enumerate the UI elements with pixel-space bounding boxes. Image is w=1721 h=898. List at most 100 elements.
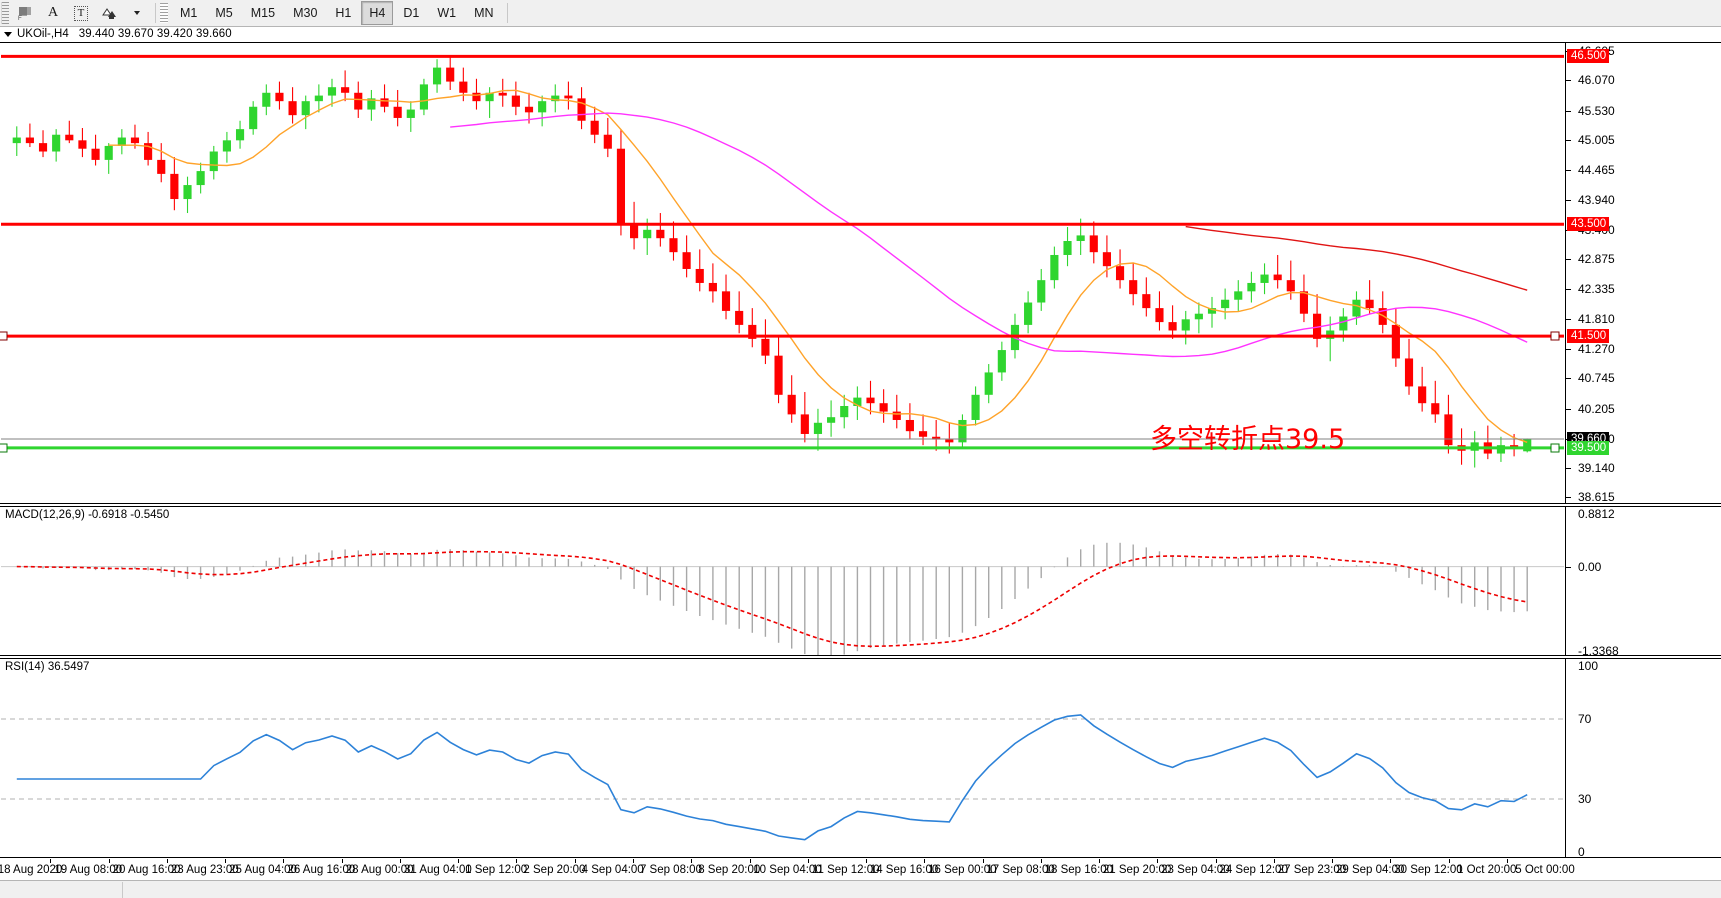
price-tag-red[interactable]: 46.500 [1567, 49, 1610, 64]
price-axis-label: 43.940 [1578, 192, 1615, 207]
level-handle-right[interactable] [1550, 443, 1560, 453]
level-anchor-41-500[interactable] [0, 331, 8, 341]
rsi-pane[interactable]: RSI(14) 36.5497 100 70 30 0 [0, 658, 1721, 859]
price-axis-tick [1566, 468, 1571, 470]
macd-plot-area[interactable] [1, 507, 1564, 655]
time-axis-label: 23 Aug 23:00 [170, 864, 239, 876]
price-plot-area[interactable] [1, 43, 1564, 503]
level-handle-right[interactable] [1550, 331, 1560, 341]
time-axis-label: 25 Aug 04:00 [229, 864, 297, 876]
price-axis-label: 46.070 [1578, 73, 1615, 88]
time-axis-tick [516, 859, 518, 863]
price-axis-tick [1566, 170, 1571, 172]
timeframe-button-d1[interactable]: D1 [403, 6, 420, 20]
rsi-axis-label: 70 [1578, 712, 1592, 726]
macd-axis-tick [1566, 566, 1571, 568]
time-axis-tick [632, 859, 634, 863]
status-bar [0, 880, 1721, 898]
time-axis-label: 28 Aug 00:00 [345, 864, 414, 876]
time-axis-label: 27 Sep 23:00 [1277, 864, 1347, 876]
time-axis-tick [924, 859, 926, 863]
rsi-axis-label: 100 [1578, 659, 1599, 673]
timeframe-button-w1[interactable]: W1 [437, 6, 457, 20]
time-axis-label: 31 Aug 04:00 [403, 864, 472, 876]
time-axis-tick [50, 859, 52, 863]
timeframe-button-mn[interactable]: MN [474, 6, 494, 20]
time-axis-label: 19 Aug 08:00 [54, 864, 123, 876]
time-axis-tick [807, 859, 809, 863]
price-axis-label: 42.335 [1578, 282, 1615, 297]
time-axis-tick [458, 859, 460, 863]
time-axis-label: 16 Sep 00:00 [928, 864, 997, 876]
price-axis-tick [1566, 289, 1571, 291]
time-axis-label: 18 Sep 16:00 [1044, 864, 1114, 876]
price-tag-green[interactable]: 39.500 [1567, 440, 1610, 455]
chevron-down-glyph [134, 11, 140, 15]
price-axis-label: 44.465 [1578, 163, 1615, 178]
price-axis-label: 41.270 [1578, 341, 1615, 356]
rsi-plot-area[interactable] [1, 659, 1564, 857]
timeframe-button-m5[interactable]: M5 [215, 6, 233, 20]
price-axis-tick [1566, 199, 1571, 201]
time-axis-tick [1448, 859, 1450, 863]
time-axis-label: 23 Sep 04:00 [1161, 864, 1230, 876]
timeframe-button-m15[interactable]: M15 [250, 6, 276, 20]
toolbar-grip[interactable] [1, 2, 9, 24]
time-axis-tick [166, 859, 168, 863]
timeframe-button-m1[interactable]: M1 [180, 6, 198, 20]
chart-toolbar: F A T M1 M5 M15 M30 H1 H4 D1 W1 MN [0, 0, 1721, 27]
letter-t-glyph: T [73, 5, 89, 21]
time-axis-label: 4 Sep 04:00 [581, 864, 644, 876]
price-axis-label: 45.530 [1578, 103, 1615, 118]
timeframe-toolbar-grip[interactable] [160, 3, 168, 23]
shapes-dropdown-icon[interactable] [124, 1, 150, 25]
macd-axis[interactable]: 0.8812 0.00 -1.3368 [1565, 507, 1721, 658]
price-axis-tick [1566, 497, 1571, 499]
symbol-info-bar: UKOil-,H4 39.440 39.670 39.420 39.660 [0, 27, 1721, 41]
timeframe-group: M1 M5 M15 M30 H1 H4 D1 W1 MN [171, 1, 503, 25]
price-axis-label: 39.140 [1578, 461, 1615, 476]
timeframe-button-h4[interactable]: H4 [361, 1, 394, 25]
price-tag-red[interactable]: 41.500 [1567, 329, 1610, 344]
price-pane[interactable]: 46.60546.07045.53045.00544.46543.94043.4… [0, 42, 1721, 504]
crosshair-icon[interactable]: F [12, 1, 38, 25]
time-axis-tick [866, 859, 868, 863]
time-axis[interactable]: 18 Aug 2020 19 Aug 08:00 20 Aug 16:00 23 Au… [0, 859, 1721, 879]
time-axis-tick [399, 859, 401, 863]
shapes-icon[interactable] [96, 1, 122, 25]
time-axis-tick [341, 859, 343, 863]
level-anchor-39-500[interactable] [0, 443, 8, 453]
time-axis-tick [691, 859, 693, 863]
rsi-axis-label: 0 [1578, 845, 1585, 859]
price-axis[interactable]: 46.60546.07045.53045.00544.46543.94043.4… [1565, 43, 1721, 505]
status-cell-2 [123, 882, 1721, 898]
time-axis-label: 14 Sep 16:00 [869, 864, 939, 876]
timeframe-button-h1[interactable]: H1 [335, 6, 352, 20]
time-axis-label: 10 Sep 04:00 [753, 864, 822, 876]
text-label-icon[interactable]: A [40, 1, 66, 25]
rsi-axis[interactable]: 100 70 30 0 [1565, 659, 1721, 859]
price-axis-label: 38.615 [1578, 490, 1615, 505]
time-axis-tick [1332, 859, 1334, 863]
svg-text:F: F [18, 16, 22, 21]
timeframe-button-m30[interactable]: M30 [293, 6, 318, 20]
toolbar-separator-2 [506, 3, 508, 23]
text-object-icon[interactable]: T [68, 1, 94, 25]
time-axis-tick [225, 859, 227, 863]
time-axis-label: 7 Sep 08:00 [639, 864, 702, 876]
time-axis-tick [749, 859, 751, 863]
macd-axis-label: 0.00 [1578, 559, 1602, 574]
time-axis-tick [1157, 859, 1159, 863]
price-tag-red[interactable]: 43.500 [1567, 217, 1610, 232]
price-axis-tick [1566, 80, 1571, 82]
price-axis-tick [1566, 110, 1571, 112]
macd-pane[interactable]: MACD(12,26,9) -0.6918 -0.5450 0.8812 0.00… [0, 506, 1721, 658]
time-axis-label: 21 Sep 20:00 [1102, 864, 1172, 876]
price-axis-tick [1566, 378, 1571, 380]
symbol-quotes: 39.440 39.670 39.420 39.660 [78, 28, 232, 40]
symbol-name: UKOil-,H4 [17, 28, 69, 40]
symbol-dropdown-icon[interactable] [4, 31, 12, 37]
price-axis-tick [1566, 408, 1571, 410]
time-axis-label: 18 Aug 2020 [0, 864, 63, 876]
price-axis-label: 40.205 [1578, 401, 1615, 416]
